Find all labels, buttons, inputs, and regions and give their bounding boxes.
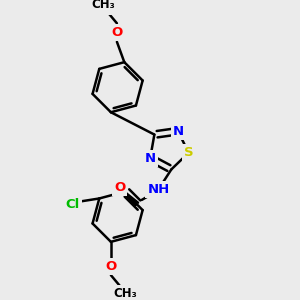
Text: NH: NH	[147, 183, 170, 196]
Text: S: S	[184, 146, 194, 159]
Text: O: O	[105, 260, 116, 273]
Text: O: O	[114, 182, 125, 194]
Text: O: O	[111, 26, 122, 39]
Text: N: N	[172, 125, 184, 138]
Text: N: N	[145, 152, 156, 165]
Text: CH₃: CH₃	[114, 287, 138, 300]
Text: Cl: Cl	[65, 198, 80, 212]
Text: CH₃: CH₃	[91, 0, 115, 11]
